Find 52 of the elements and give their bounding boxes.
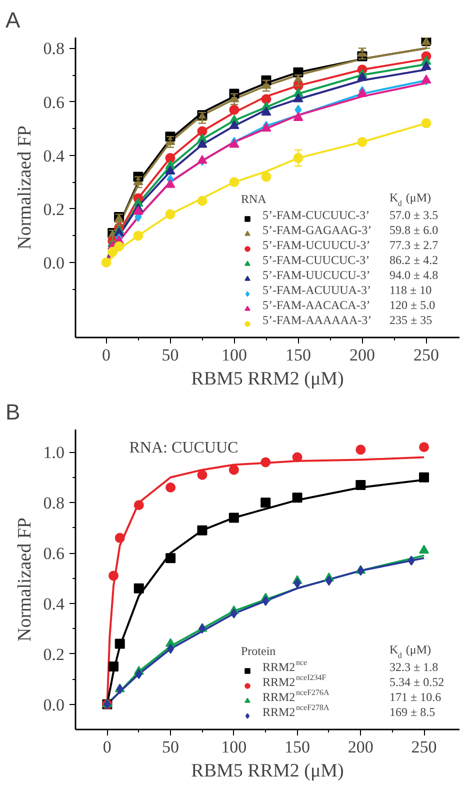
legend-title: RNA xyxy=(241,192,268,207)
annotation: 235 ± 35 xyxy=(390,313,432,327)
legend-label: 5’-FAM-UCUUCU-3’ xyxy=(262,238,370,252)
y-tick-label: 0.0 xyxy=(43,695,64,714)
x-tick-label: 250 xyxy=(411,738,437,756)
legend-title: Protein xyxy=(241,644,277,659)
annotation: 169 ± 8.5 xyxy=(390,705,436,719)
x-tick-label: 100 xyxy=(221,346,247,364)
annotation: 57.0 ± 3.5 xyxy=(390,208,438,222)
legend-label: 5’-FAM-CUUCUC-3’ xyxy=(262,253,370,267)
x-tick-label: 150 xyxy=(285,346,311,364)
y-tick-label: 0.6 xyxy=(43,544,64,564)
x-tick-label: 50 xyxy=(162,346,179,364)
y-tick-label: 1.0 xyxy=(43,443,64,462)
chart-title: B xyxy=(6,400,20,424)
y-tick-label: 0.8 xyxy=(43,494,64,513)
y-tick-label: 0.4 xyxy=(43,594,65,614)
y-tick-label: 0.2 xyxy=(43,200,64,219)
annotation: 118 ± 10 xyxy=(390,283,432,297)
x-tick-label: 200 xyxy=(348,738,374,756)
legend-label: 5’-FAM-ACUUUA-3’ xyxy=(262,283,371,297)
x-tick-label: 150 xyxy=(284,738,310,756)
x-tick-label: 0 xyxy=(102,346,110,364)
y-tick-label: 0.2 xyxy=(43,644,64,664)
annotation: 94.0 ± 4.8 xyxy=(390,268,438,282)
legend-label: 5’-FAM-CUCUUC-3’ xyxy=(262,208,370,222)
y-axis-title: Normalizaed FP xyxy=(14,517,36,642)
y-axis-title: Normalizaed FP xyxy=(14,125,36,250)
legend-label: 5’-FAM-AAAAAA-3’ xyxy=(262,313,372,327)
annotation: 5.34 ± 0.52 xyxy=(390,675,444,689)
legend-label: 5’-FAM-AACACA-3’ xyxy=(262,298,370,312)
annotation: 32.3 ± 1.8 xyxy=(390,660,438,674)
annotation: 77.3 ± 2.7 xyxy=(390,238,438,252)
legend-label: 5’-FAM-GAGAAG-3’ xyxy=(262,223,372,237)
x-axis-title: RBM5 RRM2 (μM) xyxy=(191,760,344,782)
y-tick-label: 0.8 xyxy=(43,39,64,58)
x-tick-label: 0 xyxy=(102,738,112,756)
y-tick-label: 0.0 xyxy=(43,254,64,272)
x-tick-label: 50 xyxy=(162,738,180,756)
x-axis-title: RBM5 RRM2 (μM) xyxy=(191,368,344,390)
x-tick-label: 100 xyxy=(221,738,247,756)
x-tick-label: 250 xyxy=(413,346,439,364)
y-tick-label: 0.4 xyxy=(43,146,65,166)
annotation: RNA: CUCUUC xyxy=(129,440,238,456)
x-tick-label: 200 xyxy=(349,346,375,364)
annotation: 86.2 ± 4.2 xyxy=(390,253,438,267)
annotation: 120 ± 5.0 xyxy=(390,298,436,312)
y-tick-label: 0.6 xyxy=(43,92,64,112)
annotation: 171 ± 10.6 xyxy=(390,690,442,704)
chart-title: A xyxy=(6,8,20,32)
legend-label: 5’-FAM-UUCUCU-3’ xyxy=(262,268,370,282)
annotation: 59.8 ± 6.0 xyxy=(390,223,438,237)
